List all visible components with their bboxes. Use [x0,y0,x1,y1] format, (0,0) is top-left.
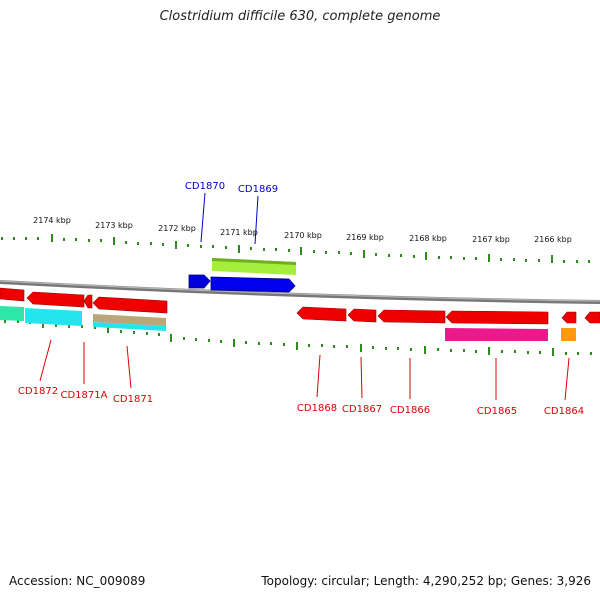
gene-cd1872-arrow [26,291,85,308]
gene-label-cd1869[interactable]: CD1869 [238,184,278,195]
gene-label-cd1868[interactable]: CD1868 [297,403,337,414]
cd1864-callout-line [564,357,570,401]
gene-cd1865-arrow [445,310,549,325]
cd1869-callout-line [254,195,259,245]
gene-label-cd1867[interactable]: CD1867 [342,404,382,415]
scale-label-2173: 2173 kbp [95,221,133,230]
map-title: Clostridium difficile 630, complete geno… [159,9,441,24]
gene-cd1871-feature-cyan [93,322,166,331]
gene-label-cd1866[interactable]: CD1866 [390,405,430,416]
gene-cd1863-arrow-partial [584,311,600,324]
scale-label-2169: 2169 kbp [346,233,384,242]
scale-label-2172: 2172 kbp [158,224,196,233]
scale-label-2174: 2174 kbp [33,216,71,225]
gene-cd1872-feature-green [0,306,24,321]
gene-cd1866-arrow [377,309,446,324]
gene-label-cd1871a[interactable]: CD1871A [61,390,108,401]
gene-cd1871-arrow [92,296,168,314]
gene-cd1871a-arrow [83,294,93,309]
gene-cd1865-feature-magenta [445,328,548,341]
scale-label-2168: 2168 kbp [409,234,447,243]
gene-cd1864-arrow [561,311,577,324]
scale-label-2167: 2167 kbp [472,235,510,244]
cd1868-callout-line [316,354,321,398]
gene-cd1869-arrow [210,276,296,293]
gene-label-cd1870[interactable]: CD1870 [185,181,225,192]
scale-ticks-lower [4,320,592,356]
cd1867-callout-line [360,356,363,399]
gene-cd1872-feature-cyan [25,308,82,326]
scale-label-2171: 2171 kbp [220,228,258,237]
gene-cd1868-arrow [296,306,347,322]
cd1870-callout-line [200,192,206,243]
cd1871-callout-line [126,345,132,389]
gene-label-cd1872[interactable]: CD1872 [18,386,58,397]
scale-label-2170: 2170 kbp [284,231,322,240]
gene-cd1872-arrow-left [0,287,25,302]
gene-label-cd1871[interactable]: CD1871 [113,394,153,405]
gene-cd1869-feature-bar-edge [212,258,296,265]
gene-cd1870-arrow [188,274,211,289]
gene-label-cd1865[interactable]: CD1865 [477,406,517,417]
accession-text: Accession: NC_009089 [9,574,146,588]
genome-summary-text: Topology: circular; Length: 4,290,252 bp… [261,574,591,588]
scale-ticks-upper [1,234,590,263]
cd1872-callout-line [39,339,52,382]
gene-cd1867-arrow [347,308,377,323]
scale-label-2166: 2166 kbp [534,235,572,244]
gene-cd1864-feature-orange [561,328,576,341]
gene-label-cd1864[interactable]: CD1864 [544,406,584,417]
genome-backbone [0,280,600,304]
genome-backbone-highlight [0,280,600,302]
